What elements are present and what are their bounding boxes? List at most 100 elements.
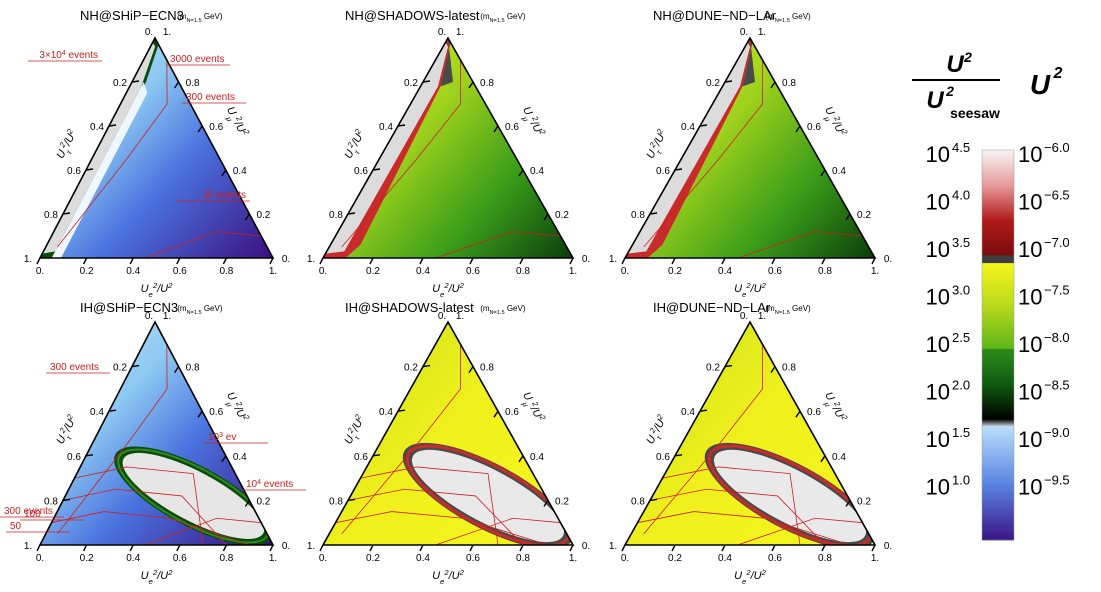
colorbar-title-den-exp: 2 [945,83,954,99]
tick-label-right: 0.6 [209,122,223,133]
tick [721,544,726,552]
contour-line [62,488,227,545]
event-label: 300 events [186,92,235,103]
tick-label-bottom: 1. [569,266,577,277]
tick [543,500,549,507]
tick [519,257,524,265]
tick [131,364,140,368]
tick [347,212,356,215]
tick [131,80,140,83]
tick [671,257,676,265]
colorbar-right-label: 10 [1018,380,1042,405]
contour-line [74,466,204,545]
corner-label: 1. [456,311,464,322]
tick-label-bottom: 0. [36,553,44,564]
contour-line [637,511,851,545]
ternary-fill [625,38,875,258]
tick-label-right: 0.2 [256,496,270,507]
tick [649,498,658,502]
tick [671,544,676,552]
colorbar-title-den: U [926,87,944,114]
colorbar-left-label: 10 [926,427,950,452]
tick [319,544,324,552]
ternary-fill [323,38,573,258]
tick-label-right: 0.6 [209,407,223,418]
left-axis-label: Uτ2/U2 [52,127,83,163]
contour-line [51,511,250,545]
corner-label: 1. [163,27,171,38]
tick-label-right: 0.2 [857,496,871,507]
region-ellipse-red [405,444,571,545]
tick-label-right: 0.4 [832,452,846,463]
x-axis-label: Ue2/U2 [141,281,174,299]
tick-label-right: 0.8 [782,78,796,89]
tick-label-bottom: 0.4 [416,553,430,564]
colorbar-title-right: U [1030,69,1051,100]
tick-label-bottom: 0.4 [718,553,732,564]
colorbar-left-exp: 4.5 [952,140,970,155]
tick-label-left: 0.8 [44,496,58,507]
tick-label-right: 0.8 [186,78,200,89]
triangle-frame [623,36,877,259]
colorbar-left-label: 10 [926,475,950,500]
tick [85,168,94,171]
contour-line [662,466,801,545]
tick-label-left: 0.8 [631,496,645,507]
tick-label-right: 0.4 [233,166,247,177]
tick-label-bottom: 0. [621,553,629,564]
tick-label-bottom: 0.4 [718,266,732,277]
tick-label-bottom: 0. [319,266,327,277]
tick-label-left: 0.4 [90,122,104,133]
tick-label-bottom: 0.8 [818,553,832,564]
ternary-panel: 0. 0.2 0.4 0.6 0.8 1. 0.8 0.6 0.4 0.2 0.8 0.6 0.4 0.2… [0,300,306,586]
right-axis-label: Uμ2/U2 [517,389,548,426]
region-dark-gray [440,38,453,87]
tick [771,544,776,552]
tick [176,257,181,265]
tick-label-bottom: 0.6 [466,266,480,277]
tick-label-right: 0.2 [555,496,569,507]
tick-label-bottom: 0.8 [219,266,233,277]
panel-mass-label: (mN=1.5 GeV) [480,12,526,24]
tick [372,168,381,171]
colorbar-segment [982,255,1014,264]
tick [174,366,180,373]
ternary-fill [40,38,273,258]
colorbar-right-exp: −7.0 [1044,235,1070,250]
tick-label-left: 0.2 [404,78,418,89]
tick [419,257,424,265]
ternary-fill [625,322,875,545]
tick-label-bottom: 0.6 [768,266,782,277]
region-dark-gray [742,38,755,87]
tick-label-bottom: 0. [621,266,629,277]
tick [419,544,424,552]
corner-label: 0. [740,311,748,322]
contour-line [341,60,461,248]
tick [197,125,203,133]
region-ellipse-red [707,444,873,545]
tick-label-right: 0.6 [505,407,519,418]
tick [369,544,374,552]
tick-label-bottom: 0.2 [366,266,380,277]
tick-label-right: 0.6 [505,122,519,133]
corner-label: 1. [758,311,766,322]
tick-label-left: 0.6 [354,452,368,463]
tick-label-bottom: 0.8 [818,266,832,277]
tick-label-bottom: 1. [871,266,879,277]
corner-label: 0. [884,254,892,265]
tick [422,364,431,368]
tick [820,455,826,463]
tick [221,455,227,463]
tick-label-left: 0.4 [379,122,393,133]
event-label: 100 [24,509,41,520]
colorbar-left-exp: 2.5 [952,330,970,345]
event-label: 300 events [4,506,53,517]
colorbar-left-label: 10 [926,332,950,357]
panel-title: IH@SHiP−ECN3 [80,300,178,315]
tick-label-right: 0.4 [832,166,846,177]
tick-label-right: 0.2 [857,210,871,221]
tick-label-left: 0.8 [631,210,645,221]
corner-label: 0. [438,311,446,322]
tick [845,213,851,221]
